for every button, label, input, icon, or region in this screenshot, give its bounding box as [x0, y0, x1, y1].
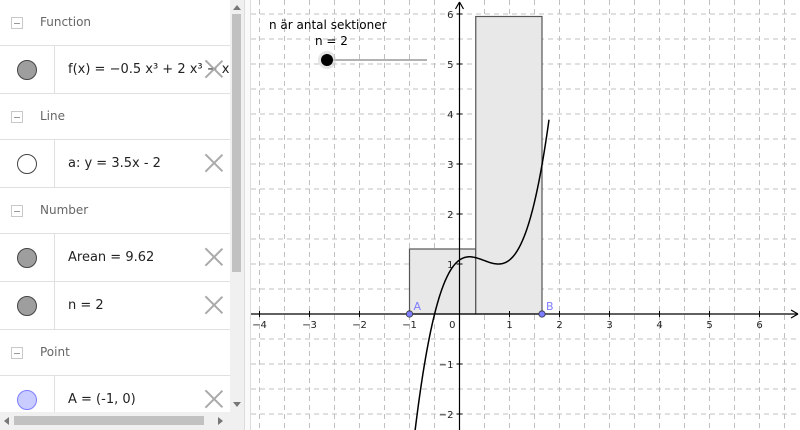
y-tick-label: 3: [447, 160, 453, 171]
point-A[interactable]: [405, 310, 414, 318]
x-tick-label: 2: [556, 320, 562, 331]
marble-cell: [0, 140, 55, 187]
slider-value-label: n = 2: [315, 34, 348, 48]
x-tick-label: −3: [302, 320, 317, 331]
scrollbar-thumb[interactable]: [232, 14, 241, 272]
graphics-view[interactable]: −4 −3 −2 −1 0 1 2 3 4 5 6 6 5 4 3 2 1 −1 −2 A B n är antal s…: [251, 0, 800, 430]
x-tick-label: 6: [756, 320, 762, 331]
category-function[interactable]: Function: [0, 0, 230, 46]
collapse-icon[interactable]: [11, 111, 23, 123]
y-tick-label: 1: [447, 260, 453, 271]
delete-icon[interactable]: [204, 153, 224, 173]
algebra-item-line-a[interactable]: a: y = 3.5x - 2: [0, 140, 230, 188]
view-splitter[interactable]: [244, 0, 251, 430]
collapse-icon[interactable]: [11, 17, 23, 29]
point-label: B: [546, 300, 554, 313]
y-tick-label: 6: [447, 10, 453, 21]
marble-cell: [0, 376, 55, 423]
algebra-item-function-f[interactable]: f(x) = −0.5 x³ + 2 x³ − x + 1: [0, 46, 244, 94]
delete-icon[interactable]: [204, 247, 224, 267]
line-expression[interactable]: a: y = 3.5x - 2: [68, 156, 161, 171]
y-tick-label: 5: [447, 60, 453, 71]
delete-icon[interactable]: [204, 295, 224, 315]
x-tick-label: −2: [352, 320, 367, 331]
algebra-item-n[interactable]: n = 2: [0, 282, 230, 330]
scroll-right-icon[interactable]: [218, 417, 223, 425]
x-tick-label: 1: [506, 320, 512, 331]
point-label: A: [414, 300, 422, 313]
x-tick-label: −1: [402, 320, 417, 331]
category-label: Line: [40, 109, 66, 123]
riemann-rectangle[interactable]: [475, 15, 543, 315]
scrollbar-thumb[interactable]: [14, 416, 204, 425]
point-expression[interactable]: A = (-1, 0): [68, 392, 136, 407]
category-label: Number: [40, 203, 89, 217]
scroll-left-icon[interactable]: [4, 417, 9, 425]
horizontal-scrollbar[interactable]: [0, 412, 244, 430]
visibility-marble-icon[interactable]: [17, 248, 37, 268]
y-tick-label: −2: [439, 410, 454, 421]
category-point[interactable]: Point: [0, 330, 230, 376]
visibility-marble-icon[interactable]: [17, 154, 37, 174]
scroll-up-icon[interactable]: [233, 5, 241, 10]
vertical-scrollbar[interactable]: [230, 0, 244, 412]
marble-cell: [0, 234, 55, 281]
scroll-down-icon[interactable]: [233, 402, 241, 407]
x-tick-label: −4: [252, 320, 267, 331]
collapse-icon[interactable]: [11, 347, 23, 359]
visibility-marble-icon[interactable]: [17, 296, 37, 316]
function-curve[interactable]: [414, 119, 550, 430]
category-number[interactable]: Number: [0, 188, 230, 234]
category-line[interactable]: Line: [0, 94, 230, 140]
algebra-item-arean[interactable]: Arean = 9.62: [0, 234, 230, 282]
delete-icon[interactable]: [204, 59, 224, 79]
algebra-view: Function f(x) = −0.5 x³ + 2 x³ − x + 1 L…: [0, 0, 244, 430]
y-tick-label: −1: [439, 360, 454, 371]
x-axis-arrow-icon: [790, 309, 799, 319]
number-expression[interactable]: n = 2: [68, 298, 104, 313]
category-label: Point: [40, 345, 70, 359]
x-tick-label: 0: [449, 320, 455, 331]
marble-cell: [0, 46, 55, 93]
y-tick-label: 4: [447, 110, 453, 121]
collapse-icon[interactable]: [11, 205, 23, 217]
function-expression[interactable]: f(x) = −0.5 x³ + 2 x³ − x + 1: [68, 62, 244, 77]
y-tick-label: 2: [447, 210, 453, 221]
visibility-marble-icon[interactable]: [17, 390, 37, 410]
number-expression[interactable]: Arean = 9.62: [68, 250, 155, 265]
point-B[interactable]: [538, 310, 546, 318]
y-axis-arrow-icon: [454, 1, 465, 10]
graphics-canvas[interactable]: −4 −3 −2 −1 0 1 2 3 4 5 6 6 5 4 3 2 1 −1 −2 A B: [251, 0, 800, 430]
category-label: Function: [40, 15, 92, 29]
slider-caption: n är antal sektioner: [269, 18, 387, 32]
x-tick-label: 4: [656, 320, 662, 331]
x-tick-label: 5: [706, 320, 712, 331]
marble-cell: [0, 282, 55, 329]
x-tick-label: 3: [606, 320, 612, 331]
slider-knob[interactable]: [321, 54, 333, 66]
delete-icon[interactable]: [204, 389, 224, 409]
visibility-marble-icon[interactable]: [17, 60, 37, 80]
